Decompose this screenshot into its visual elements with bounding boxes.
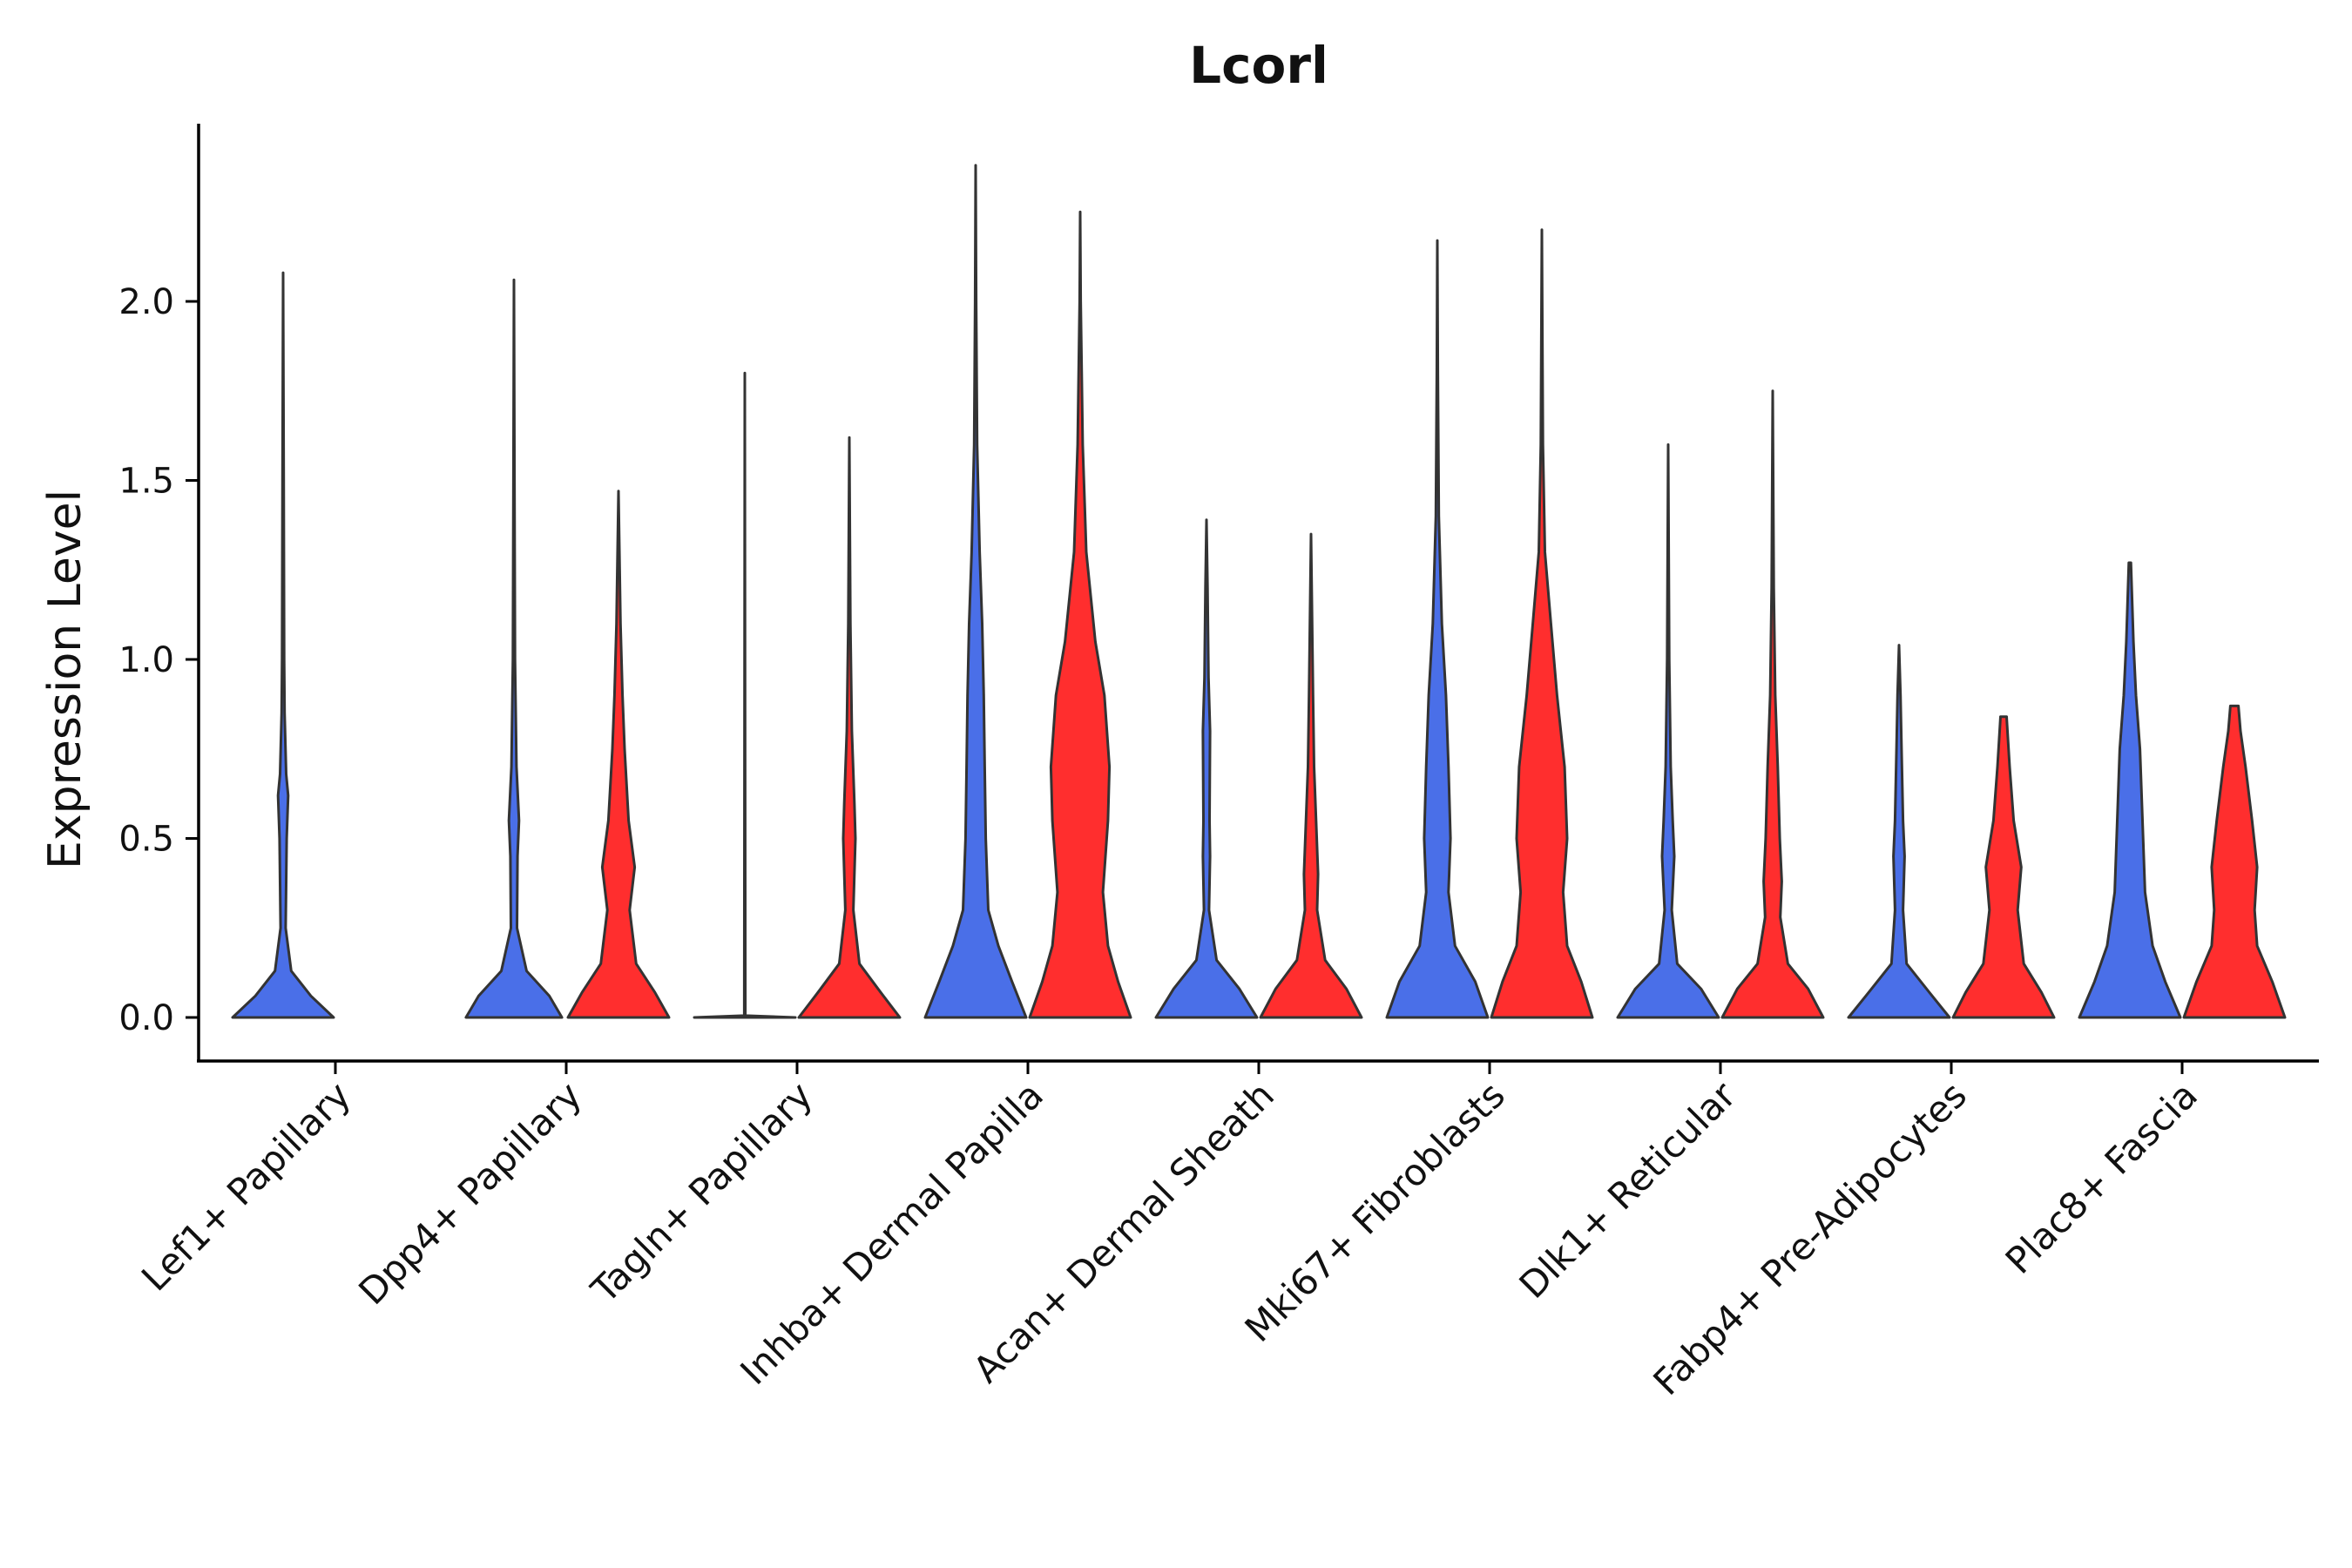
violin-group1 [231, 271, 335, 1019]
x-tick-label: Dpp4+ Papillary [350, 1073, 590, 1313]
x-tick-label: Lef1+ Papillary [133, 1073, 359, 1299]
violin-group1 [1154, 518, 1259, 1019]
y-tick-label: 2.0 [118, 282, 174, 322]
chart-title: Lcorl [1189, 36, 1328, 95]
x-tick-label: Plac8+ Fascia [1997, 1073, 2206, 1281]
x-tick-label: Mki67+ Fibroblasts [1237, 1073, 1513, 1349]
violin-group2 [797, 436, 902, 1019]
x-tick-label: Tagln+ Papillary [583, 1073, 821, 1311]
violin-group1 [1616, 443, 1720, 1019]
violin-group1 [2078, 561, 2182, 1019]
y-tick-label: 0.5 [118, 820, 174, 860]
violin-group2 [1028, 210, 1132, 1019]
x-tick-label: Dlk1+ Reticular [1511, 1073, 1745, 1307]
violin-group2 [1490, 228, 1594, 1019]
y-ticks: 0.0 0.5 1.0 1.5 2.0 [118, 282, 199, 1038]
violin-group2 [1259, 532, 1363, 1019]
y-tick-label: 1.0 [118, 640, 174, 680]
violin-group1 [693, 371, 797, 1019]
violin-group1 [464, 278, 564, 1019]
violin-group1 [1847, 644, 1951, 1019]
y-axis-label: Expression Level [39, 490, 91, 869]
violin-group2 [1951, 715, 2056, 1019]
violin-layer [231, 164, 2287, 1019]
y-tick-label: 1.5 [118, 462, 174, 502]
violin-group1 [1385, 239, 1490, 1019]
violin-group1 [923, 164, 1028, 1019]
y-tick-label: 0.0 [118, 998, 174, 1038]
violin-group2 [1720, 389, 1825, 1019]
violin-group2 [2182, 704, 2287, 1019]
violin-group2 [566, 490, 671, 1019]
